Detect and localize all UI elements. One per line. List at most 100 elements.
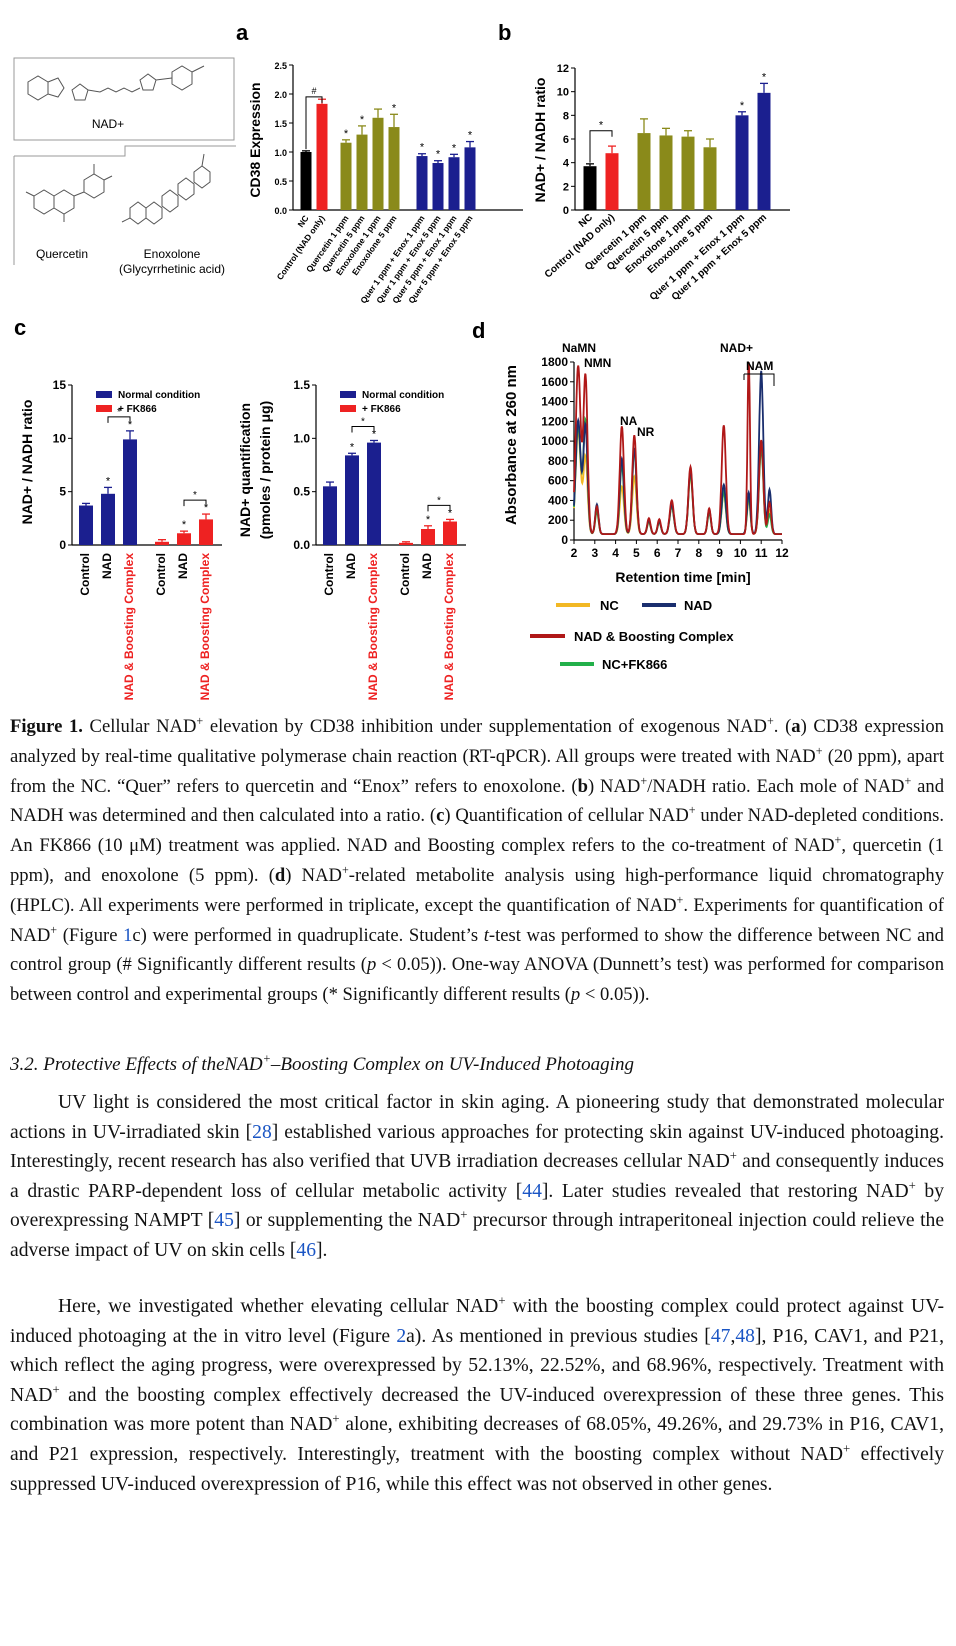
y-tick-label: 0.5 <box>274 177 287 187</box>
x-tick-label: 10 <box>734 546 748 560</box>
y-tick-label: 200 <box>548 513 568 527</box>
significance-mark: * <box>128 419 133 431</box>
panel-label-c: c <box>14 315 26 340</box>
para-text: ]. Later studies revealed that restoring… <box>541 1180 909 1202</box>
nam-bracket <box>743 373 775 386</box>
sup: + <box>729 1148 737 1163</box>
sup: + <box>766 713 774 728</box>
legend-nc-fk866: NC+FK866 <box>602 657 667 672</box>
bar <box>79 505 93 545</box>
sup: + <box>196 713 204 728</box>
x-tick-label: Control <box>322 553 336 596</box>
figure-2-link[interactable]: 2 <box>396 1325 407 1347</box>
sig-bracket <box>183 499 207 507</box>
section-heading: 3.2. Protective Effects of theNAD+–Boost… <box>10 1051 944 1076</box>
chart-c-left-ylabel: NAD+ / NADH ratio <box>19 400 35 525</box>
bar <box>399 542 413 545</box>
bar <box>345 455 359 545</box>
caption-text: ) NAD <box>285 864 342 886</box>
x-tick-label: NAD & Boosting Complex <box>366 553 380 701</box>
significance-mark: * <box>436 149 441 161</box>
peak-namn: NaMN <box>562 341 596 355</box>
x-tick-label: 8 <box>695 546 702 560</box>
para-text: ]. <box>316 1239 328 1261</box>
significance-mark: * <box>426 514 431 526</box>
bar <box>388 127 400 210</box>
label-nad-plus: NAD+ <box>92 117 124 131</box>
panel-label-b: b <box>498 20 511 45</box>
y-tick-label: 10 <box>557 87 569 99</box>
legend-normal-2: Normal condition <box>362 390 444 401</box>
ref-link-48[interactable]: 48 <box>735 1325 755 1347</box>
bar <box>356 134 368 210</box>
ref-link-46[interactable]: 46 <box>296 1239 316 1261</box>
sup: + <box>815 743 823 758</box>
significance-mark: * <box>106 475 111 487</box>
sig-mark: * <box>599 120 604 132</box>
chart-d-xlabel: Retention time [min] <box>615 569 750 585</box>
caption-text: . Experiments for quantification of NAD <box>10 894 944 946</box>
para-text: ], P16, CAV1, and P21, which reflect the… <box>10 1325 944 1406</box>
y-tick-label: 600 <box>548 474 568 488</box>
caption-panel-a: a <box>791 716 801 737</box>
legend-swatch-fk866 <box>96 405 112 412</box>
sup: + <box>498 1293 506 1308</box>
sig-mark: * <box>117 407 121 418</box>
legend-fk866-2: + FK866 <box>362 404 401 415</box>
caption-panel-d: d <box>274 864 286 886</box>
sup: + <box>262 1051 271 1066</box>
x-tick-label: 7 <box>675 546 682 560</box>
sup: + <box>904 773 912 788</box>
ref-link-47[interactable]: 47 <box>710 1325 731 1347</box>
para-text: precursor through intraperitoneal inject… <box>10 1210 945 1261</box>
caption-text: ) NAD <box>587 775 641 797</box>
bar <box>605 153 619 210</box>
chart-b-ylabel: NAD+ / NADH ratio <box>532 78 548 203</box>
caption-text: , quercetin (1 ppm), and enoxolone (5 pp… <box>10 835 944 886</box>
x-tick-label: NAD & Boosting Complex <box>122 553 136 701</box>
significance-mark: * <box>448 507 453 519</box>
y-tick-label: 2.5 <box>274 61 287 71</box>
sig-bracket <box>427 504 451 512</box>
y-tick-label: 0.5 <box>293 485 310 499</box>
caption-text: /NADH ratio. Each mole of NAD <box>647 775 905 797</box>
peak-nad-plus: NAD+ <box>720 341 753 355</box>
significance-mark: * <box>468 130 473 142</box>
y-tick-label: 1.5 <box>293 378 310 392</box>
caption-panel-b: b <box>577 775 588 797</box>
significance-mark: * <box>392 102 397 114</box>
caption-italic-p: p <box>366 954 377 976</box>
bar <box>155 541 169 545</box>
bar <box>443 521 457 545</box>
hash-bracket <box>305 96 323 150</box>
ref-link-45[interactable]: 45 <box>214 1210 234 1232</box>
sup: + <box>676 892 684 907</box>
bar <box>101 493 115 545</box>
x-tick-label: Control <box>398 553 412 596</box>
sup: + <box>688 803 696 818</box>
y-tick-label: 1600 <box>541 375 568 389</box>
figure-caption: Figure 1. Cellular NAD+ elevation by CD3… <box>10 712 944 1010</box>
peak-na: NA <box>620 414 638 428</box>
bar <box>300 152 312 210</box>
bar <box>448 157 460 210</box>
sup: + <box>842 1441 851 1456</box>
figure-1: a NAD+ Quercetin Enoxolone (Glycyrrhetin… <box>0 0 956 705</box>
y-tick-label: 0 <box>563 205 569 217</box>
para-text: Here, we investigated whether elevating … <box>58 1296 499 1317</box>
ref-link-28[interactable]: 28 <box>252 1121 272 1143</box>
sup: + <box>460 1207 468 1222</box>
sup: + <box>341 862 349 877</box>
paragraph-1: UV light is considered the most critical… <box>10 1088 944 1266</box>
ref-link-44[interactable]: 44 <box>522 1180 542 1202</box>
para-text: ] established various approaches for pro… <box>10 1121 944 1173</box>
x-tick-label: NAD <box>420 553 434 579</box>
label-glycyrrhetinic-acid: (Glycyrrhetinic acid) <box>119 262 225 276</box>
y-tick-label: 12 <box>557 63 569 75</box>
chart-c-right: 0.0 0.5 1.0 1.5 Control * NAD * NAD & Boosting C… <box>293 378 466 700</box>
figure-1-link[interactable]: 1 <box>123 924 133 946</box>
hash-mark: # <box>311 86 316 96</box>
significance-mark: * <box>204 502 209 514</box>
caption-text: < 0.05)). <box>580 984 650 1006</box>
bar <box>199 519 213 545</box>
